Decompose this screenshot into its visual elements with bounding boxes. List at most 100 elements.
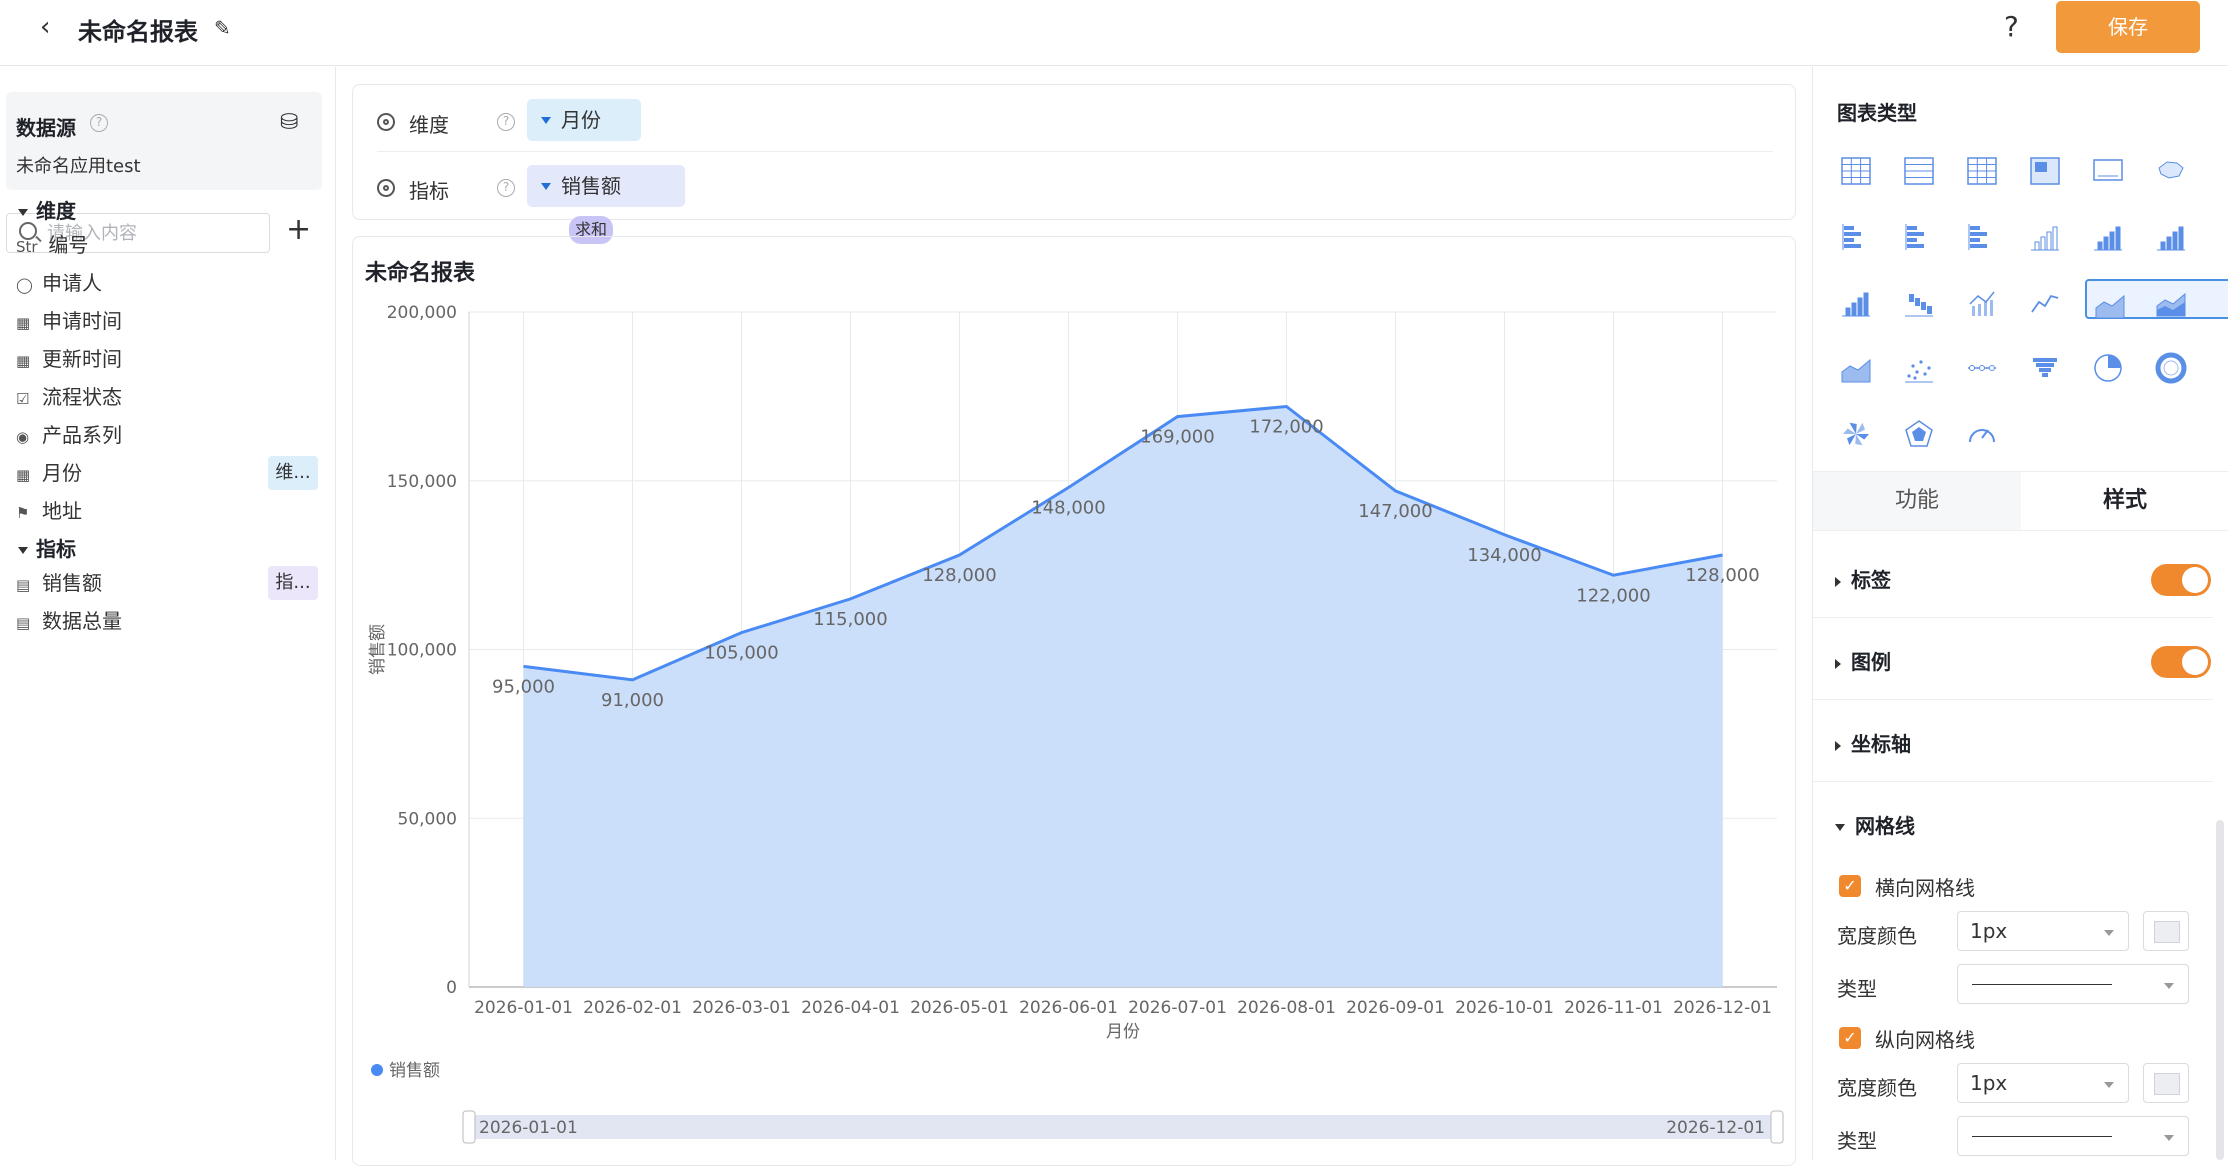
line-icon[interactable] <box>2022 279 2068 325</box>
h-type-select[interactable] <box>1957 964 2189 1004</box>
x-tick-label: 2026-11-01 <box>1564 998 1663 1018</box>
label-toggle[interactable] <box>2151 564 2211 596</box>
tab-function[interactable]: 功能 <box>1813 472 2021 530</box>
v-color-swatch[interactable] <box>2143 1063 2189 1103</box>
pivot-icon[interactable] <box>2022 147 2068 193</box>
field-item-sales[interactable]: ▤ 销售额 <box>16 568 102 598</box>
field-item-flow-status[interactable]: ☑ 流程状态 <box>16 382 122 412</box>
dot-line-icon[interactable] <box>1959 345 2005 391</box>
legend-section[interactable]: 图例 <box>1835 634 2215 690</box>
detail-table-icon[interactable] <box>1896 147 1942 193</box>
label-section[interactable]: 标签 <box>1835 552 2215 608</box>
y-tick-label: 0 <box>446 978 457 998</box>
data-label: 128,000 <box>922 565 996 586</box>
funnel-icon[interactable] <box>2022 345 2068 391</box>
dimension-help-icon[interactable]: ? <box>497 113 515 131</box>
field-item-id[interactable]: Str 编号 <box>16 230 88 260</box>
location-icon: ⚑ <box>16 504 30 522</box>
pie-icon[interactable] <box>2085 345 2131 391</box>
measure-section[interactable]: 指标 <box>18 533 76 562</box>
column-icon-glyph <box>2031 226 2059 251</box>
save-button[interactable]: 保存 <box>2056 1 2200 53</box>
field-item-address[interactable]: ⚑ 地址 <box>16 496 82 526</box>
add-field-button[interactable]: + <box>286 212 312 247</box>
scatter-icon[interactable] <box>1896 345 1942 391</box>
aggregation-badge[interactable]: 求和 <box>569 215 614 244</box>
field-label: 申请时间 <box>42 309 122 333</box>
donut-icon[interactable] <box>2148 345 2194 391</box>
expand-icon <box>1835 576 1841 587</box>
rose-icon-glyph <box>1843 422 1869 446</box>
chart-panel: 未命名报表 0 50,000 100,000 150,000 200,000 95,000… <box>352 236 1796 1166</box>
field-search[interactable] <box>6 213 270 253</box>
measure-help-icon[interactable]: ? <box>497 179 515 197</box>
zoom-handle-end[interactable] <box>1770 1110 1784 1144</box>
bar-h-icon[interactable] <box>1833 213 1879 259</box>
edit-title-icon[interactable]: ✎ <box>214 16 231 40</box>
stacked-column-icon[interactable] <box>2085 213 2131 259</box>
field-item-product-series[interactable]: ◉ 产品系列 <box>16 420 122 450</box>
field-item-total-count[interactable]: ▤ 数据总量 <box>16 606 122 636</box>
combo-icon[interactable] <box>1959 279 2005 325</box>
solid-line-icon <box>1972 1136 2112 1137</box>
help-icon[interactable]: ? <box>2004 10 2019 43</box>
search-input[interactable] <box>47 220 257 246</box>
measure-tag: 指... <box>268 566 318 600</box>
percent-bar-h-icon[interactable] <box>1959 213 2005 259</box>
waterfall-icon[interactable] <box>1896 279 1942 325</box>
table-icon[interactable] <box>1833 147 1879 193</box>
data-label: 172,000 <box>1249 417 1323 438</box>
zoom-handle-start[interactable] <box>462 1110 476 1144</box>
datasource-card: 数据源 ? ⛁ 未命名应用test <box>6 92 322 190</box>
radar-icon[interactable] <box>1896 411 1942 457</box>
datasource-help-icon[interactable]: ? <box>90 114 108 132</box>
area-icon[interactable] <box>2085 279 2228 319</box>
dimension-section[interactable]: 维度 <box>18 195 76 224</box>
gauge-icon[interactable] <box>1959 411 2005 457</box>
back-icon[interactable]: ‹ <box>40 12 51 42</box>
line-icon-glyph <box>2031 294 2059 313</box>
cross-table-icon[interactable] <box>1959 147 2005 193</box>
collapse-icon <box>18 547 28 554</box>
x-tick-label: 2026-04-01 <box>801 998 900 1018</box>
collapse-icon <box>1835 824 1845 831</box>
field-label: 申请人 <box>42 271 102 295</box>
calendar-icon: ▦ <box>16 314 31 332</box>
str-icon: Str <box>16 238 38 256</box>
settings-scrollbar[interactable] <box>2216 820 2224 1160</box>
field-item-apply-time[interactable]: ▦ 申请时间 <box>16 306 122 336</box>
axis-section[interactable]: 坐标轴 <box>1835 716 2215 772</box>
v-width-select[interactable]: 1px <box>1957 1063 2129 1103</box>
legend-toggle[interactable] <box>2151 646 2211 678</box>
percent-area-icon[interactable] <box>1833 345 1879 391</box>
stacked-bar-h-icon[interactable] <box>1896 213 1942 259</box>
rose-icon[interactable] <box>1833 411 1879 457</box>
h-width-select[interactable]: 1px <box>1957 911 2129 951</box>
tab-style[interactable]: 样式 <box>2021 472 2228 530</box>
map-icon-glyph <box>2158 161 2184 179</box>
field-item-month[interactable]: ▦ 月份 <box>16 458 82 488</box>
column-icon[interactable] <box>2022 213 2068 259</box>
solid-line-icon <box>1972 984 2112 985</box>
v-grid-checkbox[interactable]: ✓ <box>1839 1027 1861 1049</box>
grid-section[interactable]: 网格线 <box>1835 798 2215 854</box>
v-type-select[interactable] <box>1957 1116 2189 1156</box>
combo-icon-glyph <box>1969 291 1995 316</box>
detail-table-icon-glyph <box>1904 157 1934 185</box>
divider <box>1813 699 2213 700</box>
percent-column-icon[interactable] <box>2148 213 2194 259</box>
grouped-column-icon[interactable] <box>1833 279 1879 325</box>
stacked-bar-h-icon-glyph <box>1905 224 1924 250</box>
database-switch-icon[interactable]: ⛁ <box>280 110 299 135</box>
h-color-swatch[interactable] <box>2143 911 2189 951</box>
field-item-update-time[interactable]: ▦ 更新时间 <box>16 344 122 374</box>
dimension-pill[interactable]: 月份 <box>527 99 641 141</box>
kpi-card-icon[interactable] <box>2085 147 2131 193</box>
measure-pill[interactable]: 销售额求和 <box>527 165 685 244</box>
map-icon[interactable] <box>2148 147 2194 193</box>
h-grid-checkbox[interactable]: ✓ <box>1839 875 1861 897</box>
field-item-applicant[interactable]: ◯ 申请人 <box>16 268 102 298</box>
cross-table-icon-glyph <box>1967 157 1997 185</box>
stacked-area-icon[interactable] <box>2148 279 2194 325</box>
dimension-row: 维度 ? 月份 <box>377 99 1777 141</box>
